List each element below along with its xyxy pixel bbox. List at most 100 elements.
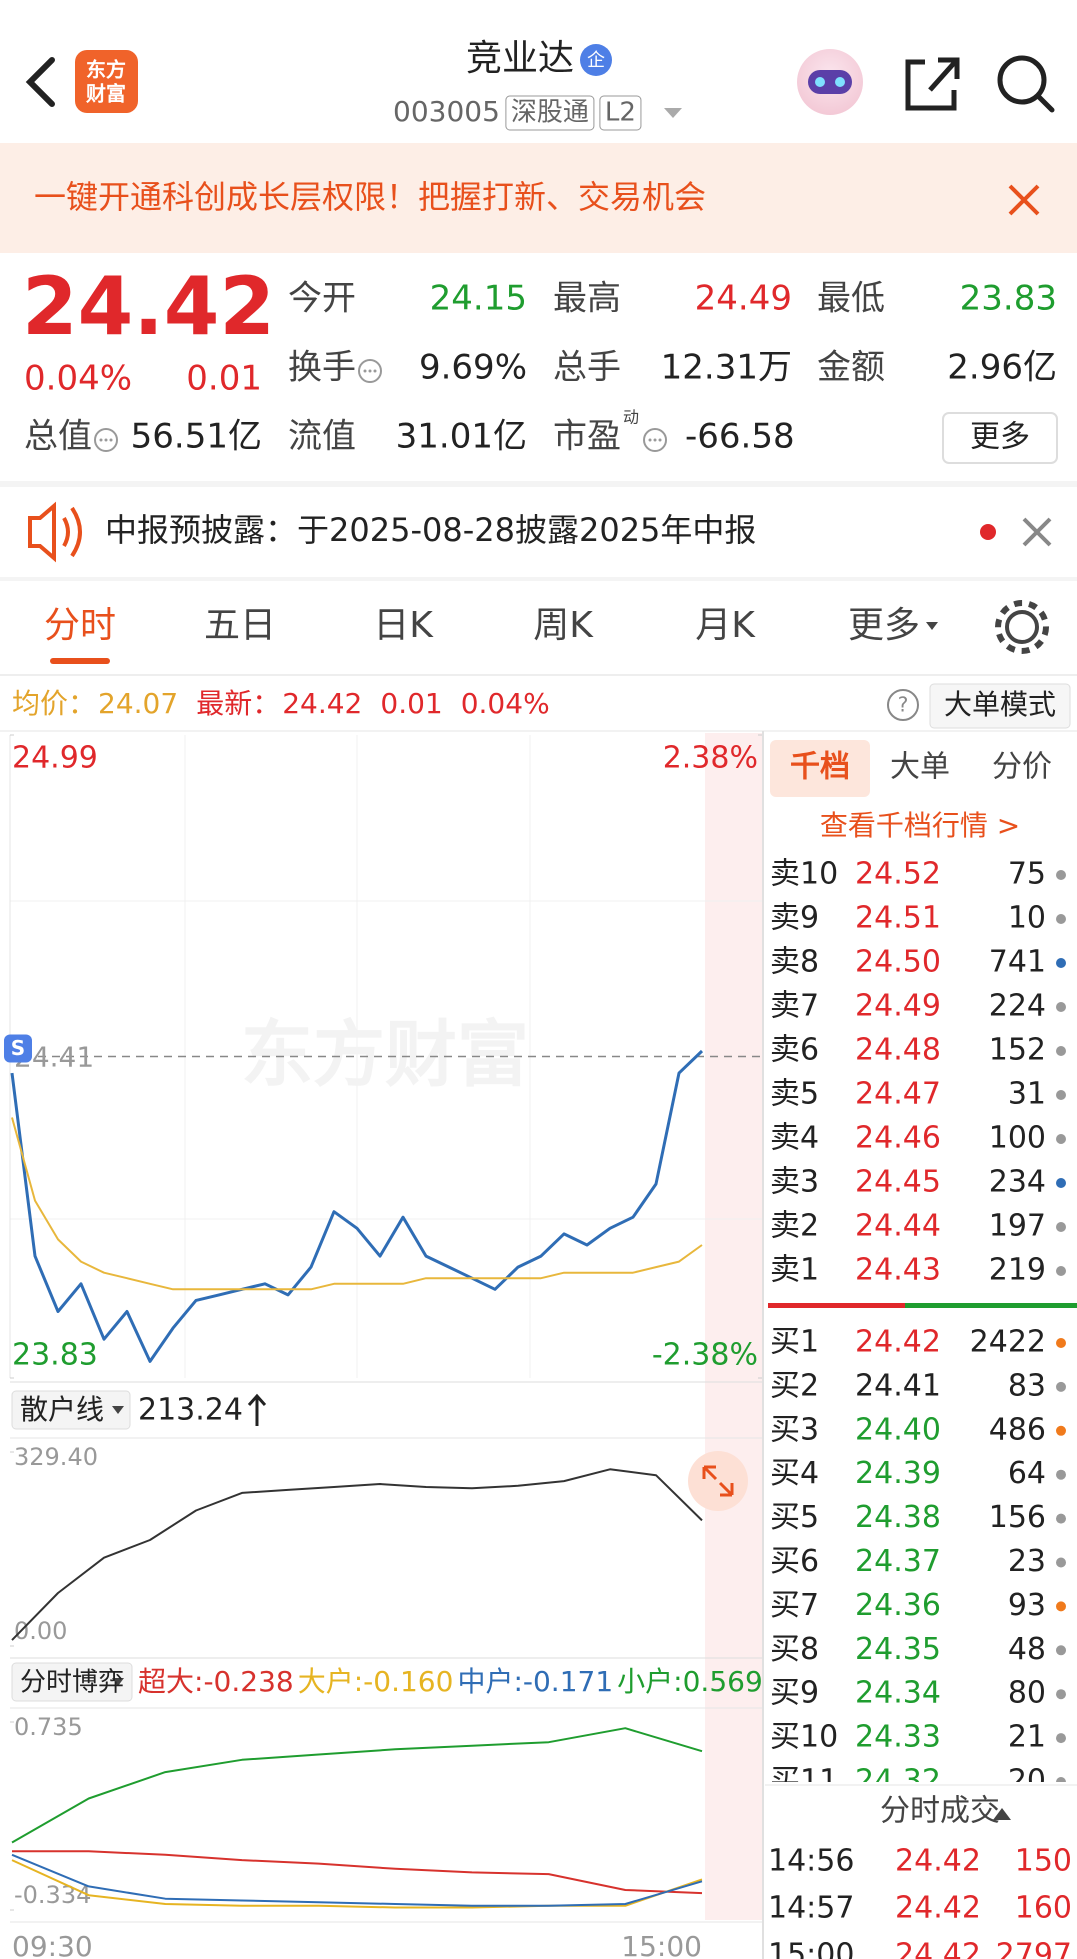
search-button[interactable] [997,55,1047,105]
tab[interactable]: 五日 [204,605,276,646]
book-volume: 93 [1008,1588,1046,1623]
legend-text: 小户 [617,1665,673,1698]
info-dot [653,438,657,442]
book-price: 24.43 [855,1253,941,1288]
stat-label: 总值 [24,417,92,457]
info-icon[interactable] [358,359,382,383]
info-icon[interactable] [94,428,118,452]
book-volume: 23 [1008,1544,1046,1579]
notice-close[interactable] [1022,517,1052,547]
logo[interactable] [75,50,138,113]
trades-title[interactable]: 分时成交 [880,1794,1000,1829]
book-volume: 156 [989,1500,1046,1535]
trades-toggle[interactable] [993,1808,1011,1820]
tab[interactable]: 更多 [848,605,920,646]
book-price: 24.52 [855,857,941,892]
volume-dot [1056,1777,1066,1782]
settings-button[interactable] [1005,610,1039,644]
stat-value: -66.58 [685,417,795,457]
notice-text[interactable]: 中报预披露：于2025-08-28披露2025年中报 [105,511,756,549]
average-line [11,1117,703,1291]
code-dropdown[interactable] [664,108,682,118]
book-level: 卖4 [770,1121,819,1156]
badge-text: 企 [587,50,605,71]
change: 0.01 [186,359,262,399]
stat-value: 24.15 [430,279,527,319]
expand-icon [702,1465,734,1497]
last-price: 24.42 [22,260,275,353]
logo-text: 东方 [86,58,126,82]
indicator-title[interactable]: 分时博弈 [20,1668,124,1698]
search-handle [1035,93,1055,113]
tab[interactable]: 月K [695,605,756,646]
tag-box [599,95,642,131]
book-volume: 219 [989,1253,1046,1288]
book-price: 24.35 [855,1632,941,1667]
mode-button[interactable] [929,683,1071,729]
info-text: 最新： [196,687,280,720]
book-price: 24.50 [855,945,941,980]
volume-dot [1056,1046,1066,1056]
stat-value: 24.49 [695,279,792,319]
book-volume: 2422 [970,1325,1046,1360]
volume-dot [1056,958,1066,968]
banner-close[interactable] [1008,184,1040,216]
y-tick-label: 23.83 [12,1338,98,1373]
trade-time: 14:57 [768,1891,854,1926]
game-selector[interactable] [11,1662,133,1702]
legend-text: : [513,1665,522,1698]
book-price: 24.44 [855,1209,941,1244]
y-tick-label: 24.99 [12,741,98,776]
book-tab[interactable]: 千档 [790,750,850,785]
help-icon[interactable] [887,689,919,721]
book-link[interactable]: 查看千档行情 > [820,809,1020,842]
book-level: 卖6 [770,1033,819,1068]
book-level: 卖1 [770,1253,819,1288]
book-tab[interactable]: 分价 [992,750,1052,785]
legend-text: -0.171 [523,1665,613,1698]
mode-text[interactable]: 大单模式 [944,688,1056,721]
banner[interactable] [0,143,1077,253]
tab[interactable]: 周K [533,605,594,646]
info-text: 0.01 [380,687,442,720]
volume-dot [1056,1469,1066,1480]
back-button[interactable] [25,57,55,107]
tag: L2 [605,98,636,128]
watermark: 东方财富 [241,1013,529,1097]
book-tab[interactable]: 大单 [890,750,950,785]
badge [4,1034,32,1063]
volume-dot [1056,1338,1066,1348]
book-volume: 64 [1008,1456,1046,1491]
divider [0,577,1077,581]
volume-dot [1056,1557,1066,1568]
book-volume: 152 [989,1033,1046,1068]
banner-text[interactable]: 一键开通科创成长层权限！把握打新、交易机会 [34,178,706,216]
more-text[interactable]: 更多 [970,420,1030,455]
volume-dot [1056,1425,1066,1436]
book-volume: 197 [989,1209,1046,1244]
tab[interactable]: 日K [373,605,434,646]
stat-sup: 动 [623,408,639,427]
book-level: 卖8 [770,945,819,980]
game-line [11,1853,703,1907]
legend-text: : [194,1665,203,1698]
book-level: 卖2 [770,1209,819,1244]
info-icon[interactable] [643,428,668,452]
share-button[interactable] [905,57,960,111]
more-button[interactable] [942,412,1058,464]
dropdown-arrow [112,1678,124,1686]
tag-box [505,95,595,131]
book-price: 24.36 [855,1588,941,1623]
expand-button[interactable] [688,1451,748,1511]
legend-text: 0.569 [683,1665,763,1698]
stat-label: 流值 [288,417,356,457]
volume-dot [1056,1381,1066,1392]
active-book-tab[interactable] [770,740,870,797]
retail-selector[interactable] [11,1390,131,1430]
indicator-title[interactable]: 散户线 [20,1393,104,1426]
buy-rows: 买1 24.42 2422 买2 24.41 83 买3 24.40 486 买4 24.39 64 买… [770,1325,1066,1782]
book-level: 买2 [770,1368,819,1403]
tab[interactable]: 分时 [44,605,116,646]
info-dot [104,438,108,442]
